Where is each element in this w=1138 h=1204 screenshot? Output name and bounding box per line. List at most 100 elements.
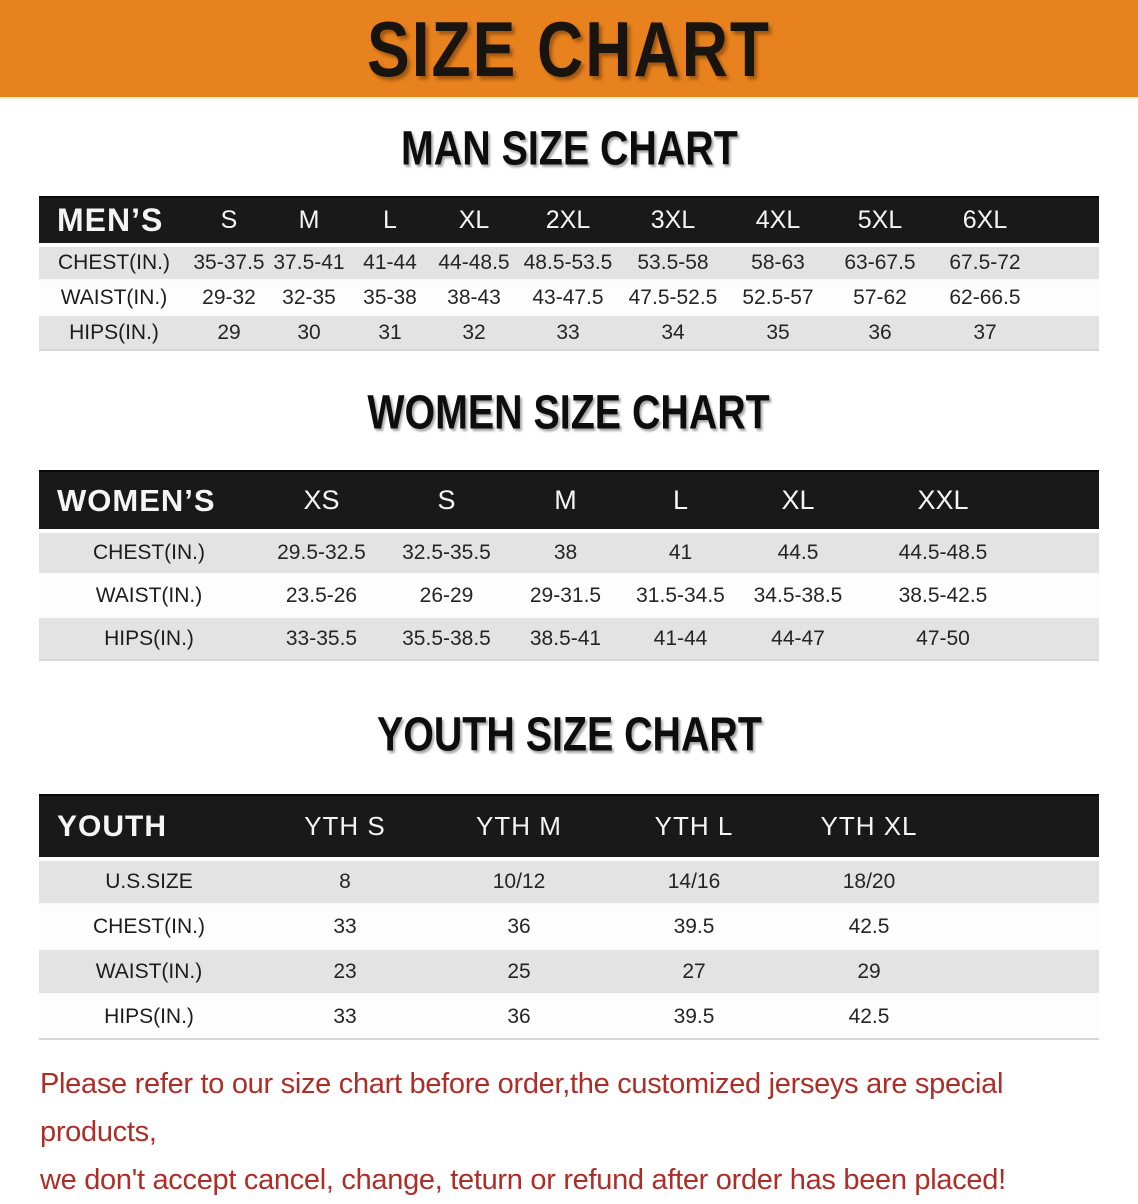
women-size-col-header: L bbox=[622, 470, 739, 533]
size-cell: 32.5-35.5 bbox=[384, 530, 509, 574]
size-cell: 10/12 bbox=[431, 858, 607, 904]
size-cell: 47-50 bbox=[857, 616, 1029, 661]
size-cell: 42.5 bbox=[781, 993, 957, 1040]
size-cell: 62-66.5 bbox=[931, 279, 1039, 315]
row-label: WAIST(IN.) bbox=[39, 279, 189, 315]
row-label: CHEST(IN.) bbox=[39, 903, 259, 949]
size-cell: 58-63 bbox=[727, 244, 829, 280]
youth-size-col-header: YTH S bbox=[259, 794, 431, 861]
women-chest-row: CHEST(IN.) 29.5-32.5 32.5-35.5 38 41 44.… bbox=[39, 530, 1099, 574]
size-cell: 36 bbox=[431, 903, 607, 949]
size-cell: 31 bbox=[349, 314, 431, 351]
size-cell: 29-32 bbox=[189, 279, 269, 315]
spacer-cell bbox=[957, 948, 1099, 994]
men-size-col-header: M bbox=[269, 196, 349, 247]
size-cell: 23.5-26 bbox=[259, 573, 384, 617]
youth-waist-row: WAIST(IN.) 23 25 27 29 bbox=[39, 948, 1099, 994]
men-table-header-row: MEN’S S M L XL 2XL 3XL 4XL 5XL 6XL bbox=[39, 196, 1099, 247]
size-cell: 44-48.5 bbox=[431, 244, 517, 280]
youth-size-col-header: YTH XL bbox=[781, 794, 957, 861]
size-cell: 38.5-41 bbox=[509, 616, 622, 661]
men-size-col-header: 3XL bbox=[619, 196, 727, 247]
size-cell: 33 bbox=[517, 314, 619, 351]
row-label: CHEST(IN.) bbox=[39, 244, 189, 280]
size-cell: 33 bbox=[259, 993, 431, 1040]
size-cell: 18/20 bbox=[781, 858, 957, 904]
youth-ussize-row: U.S.SIZE 8 10/12 14/16 18/20 bbox=[39, 858, 1099, 904]
size-cell: 8 bbox=[259, 858, 431, 904]
size-cell: 39.5 bbox=[607, 903, 781, 949]
size-cell: 38 bbox=[509, 530, 622, 574]
women-size-col-header: XL bbox=[739, 470, 857, 533]
men-size-col-header: 5XL bbox=[829, 196, 931, 247]
size-chart-banner: SIZE CHART bbox=[0, 0, 1138, 99]
youth-section-heading-text: YOUTH SIZE CHART bbox=[376, 706, 762, 762]
size-cell: 23 bbox=[259, 948, 431, 994]
size-cell: 44.5 bbox=[739, 530, 857, 574]
women-size-col-header: S bbox=[384, 470, 509, 533]
youth-size-col-header: YTH L bbox=[607, 794, 781, 861]
youth-chest-row: CHEST(IN.) 33 36 39.5 42.5 bbox=[39, 903, 1099, 949]
youth-hips-row: HIPS(IN.) 33 36 39.5 42.5 bbox=[39, 993, 1099, 1040]
size-cell: 38.5-42.5 bbox=[857, 573, 1029, 617]
size-cell: 41 bbox=[622, 530, 739, 574]
size-cell: 41-44 bbox=[349, 244, 431, 280]
women-size-table: WOMEN’S XS S M L XL XXL CHEST(IN.) 29.5-… bbox=[39, 470, 1099, 661]
youth-table-group-label: YOUTH bbox=[39, 794, 259, 861]
men-chest-row: CHEST(IN.) 35-37.5 37.5-41 41-44 44-48.5… bbox=[39, 244, 1099, 280]
men-size-table: MEN’S S M L XL 2XL 3XL 4XL 5XL 6XL CHEST… bbox=[39, 196, 1099, 351]
size-cell: 32-35 bbox=[269, 279, 349, 315]
size-cell: 29-31.5 bbox=[509, 573, 622, 617]
men-section-heading-text: MAN SIZE CHART bbox=[400, 120, 738, 176]
size-cell: 29 bbox=[781, 948, 957, 994]
spacer-cell bbox=[1039, 314, 1099, 351]
size-cell: 37.5-41 bbox=[269, 244, 349, 280]
size-cell: 35 bbox=[727, 314, 829, 351]
order-policy-note: Please refer to our size chart before or… bbox=[40, 1060, 1100, 1204]
youth-size-table: YOUTH YTH S YTH M YTH L YTH XL U.S.SIZE … bbox=[39, 794, 1099, 1040]
men-section-heading: MAN SIZE CHART bbox=[0, 119, 1138, 184]
men-size-col-header: 2XL bbox=[517, 196, 619, 247]
size-cell: 53.5-58 bbox=[619, 244, 727, 280]
size-cell: 34.5-38.5 bbox=[739, 573, 857, 617]
men-waist-row: WAIST(IN.) 29-32 32-35 35-38 38-43 43-47… bbox=[39, 279, 1099, 315]
size-cell: 29.5-32.5 bbox=[259, 530, 384, 574]
men-size-col-header: L bbox=[349, 196, 431, 247]
size-cell: 32 bbox=[431, 314, 517, 351]
order-policy-line-2: we don't accept cancel, change, teturn o… bbox=[40, 1164, 1006, 1196]
women-table-group-label: WOMEN’S bbox=[39, 470, 259, 533]
spacer-cell bbox=[957, 858, 1099, 904]
size-cell: 33-35.5 bbox=[259, 616, 384, 661]
men-size-col-header: 4XL bbox=[727, 196, 829, 247]
row-label: HIPS(IN.) bbox=[39, 616, 259, 661]
women-size-col-header: M bbox=[509, 470, 622, 533]
spacer-cell bbox=[957, 903, 1099, 949]
women-section-heading: WOMEN SIZE CHART bbox=[0, 383, 1138, 448]
row-label: WAIST(IN.) bbox=[39, 948, 259, 994]
women-section-heading-text: WOMEN SIZE CHART bbox=[367, 384, 771, 440]
women-size-col-header: XXL bbox=[857, 470, 1029, 533]
size-cell: 44.5-48.5 bbox=[857, 530, 1029, 574]
spacer-cell bbox=[1039, 279, 1099, 315]
size-cell: 34 bbox=[619, 314, 727, 351]
spacer-cell bbox=[1029, 530, 1099, 574]
size-cell: 38-43 bbox=[431, 279, 517, 315]
size-cell: 26-29 bbox=[384, 573, 509, 617]
size-cell: 33 bbox=[259, 903, 431, 949]
size-cell: 44-47 bbox=[739, 616, 857, 661]
size-cell: 36 bbox=[431, 993, 607, 1040]
men-hips-row: HIPS(IN.) 29 30 31 32 33 34 35 36 37 bbox=[39, 314, 1099, 351]
spacer-cell bbox=[957, 993, 1099, 1040]
banner-title: SIZE CHART bbox=[367, 4, 771, 93]
size-cell: 30 bbox=[269, 314, 349, 351]
women-table-header-row: WOMEN’S XS S M L XL XXL bbox=[39, 470, 1099, 533]
size-cell: 35-38 bbox=[349, 279, 431, 315]
youth-table-header-row: YOUTH YTH S YTH M YTH L YTH XL bbox=[39, 794, 1099, 861]
women-hips-row: HIPS(IN.) 33-35.5 35.5-38.5 38.5-41 41-4… bbox=[39, 616, 1099, 661]
spacer-cell bbox=[957, 794, 1099, 861]
spacer-cell bbox=[1039, 244, 1099, 280]
men-size-col-header: XL bbox=[431, 196, 517, 247]
row-label: HIPS(IN.) bbox=[39, 314, 189, 351]
men-size-col-header: 6XL bbox=[931, 196, 1039, 247]
row-label: HIPS(IN.) bbox=[39, 993, 259, 1040]
